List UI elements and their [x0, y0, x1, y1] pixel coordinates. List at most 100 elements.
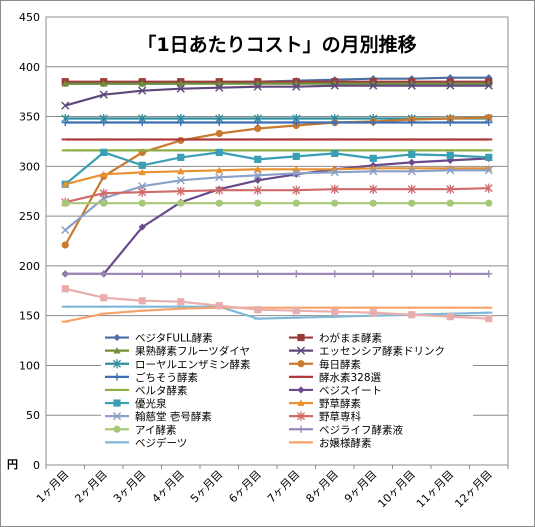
y-tick-label: 450: [19, 11, 40, 24]
data-point: [369, 270, 377, 278]
series-line: [65, 84, 489, 107]
series-11: [61, 164, 493, 188]
data-point: [99, 90, 108, 99]
data-point: [331, 118, 339, 127]
data-point: [446, 118, 454, 127]
data-point: [292, 270, 300, 278]
series-3: [61, 81, 493, 110]
data-point: [292, 307, 300, 315]
legend-label: ベジタFULL酵素: [135, 332, 213, 345]
data-point: [254, 124, 262, 133]
data-point: [369, 199, 377, 207]
legend-marker: [297, 333, 305, 342]
legend-marker: [113, 399, 121, 407]
legend-item: 野草酵素: [289, 397, 361, 410]
x-tick-label: 4ヶ月目: [149, 468, 186, 505]
data-point: [138, 223, 146, 231]
data-point: [485, 113, 493, 122]
data-point: [100, 199, 108, 207]
series-10: [61, 148, 493, 188]
data-point: [253, 82, 262, 91]
data-point: [408, 150, 416, 158]
data-point: [369, 167, 378, 176]
data-point: [484, 183, 493, 193]
data-point: [408, 199, 416, 207]
series-line: [65, 167, 489, 186]
legend-item: 優光泉: [105, 397, 167, 410]
data-point: [446, 313, 454, 321]
legend-item: ベルタ酵素: [105, 384, 188, 397]
data-point: [446, 114, 454, 123]
data-point: [407, 167, 416, 176]
series-line: [65, 306, 489, 323]
data-point: [215, 83, 224, 92]
legend-item: 野草専科: [289, 410, 361, 423]
x-tick-label: 11ヶ月目: [414, 468, 456, 510]
data-point: [215, 270, 223, 278]
data-point: [100, 170, 108, 178]
legend-item: ベジライフ酵素液: [289, 423, 403, 436]
data-point: [176, 176, 185, 185]
data-point: [61, 101, 70, 110]
data-point: [484, 81, 493, 90]
data-point: [138, 187, 147, 197]
data-point: [61, 199, 69, 207]
legend-background: [101, 329, 473, 451]
data-point: [484, 166, 493, 175]
data-point: [176, 186, 185, 196]
data-point: [446, 81, 455, 90]
data-point: [253, 171, 262, 180]
series-line: [65, 187, 489, 204]
x-tick-label: 2ヶ月目: [72, 468, 109, 505]
data-point: [61, 80, 69, 87]
legend-label: 野草酵素: [319, 397, 361, 410]
legend-label: 優光泉: [135, 397, 167, 410]
legend-label: ベジデーツ: [135, 436, 187, 449]
data-point: [138, 86, 147, 95]
data-point: [292, 152, 300, 160]
series-line: [65, 287, 489, 320]
legend-label: ベジスイート: [319, 385, 382, 397]
data-point: [177, 153, 185, 161]
legend-label: わがまま酵素: [319, 332, 382, 345]
data-point: [61, 225, 70, 235]
data-point: [177, 199, 185, 207]
x-tick-label: 9ヶ月目: [342, 468, 379, 505]
data-point: [138, 168, 146, 176]
legend-label: 毎日酵素: [319, 358, 361, 371]
data-point: [177, 118, 185, 127]
series-18: [61, 285, 493, 323]
y-tick-label: 250: [19, 210, 40, 223]
data-point: [254, 165, 262, 173]
data-point: [254, 270, 262, 278]
data-point: [138, 270, 146, 278]
data-point: [215, 118, 223, 127]
data-point: [331, 149, 339, 157]
data-point: [485, 199, 493, 207]
legend-item: ローヤルエンザミン酵素: [105, 358, 251, 371]
data-point: [330, 168, 339, 177]
data-point: [177, 270, 185, 278]
legend-label: ベジライフ酵素液: [319, 423, 403, 436]
data-point: [176, 84, 185, 93]
data-point: [446, 166, 455, 175]
x-axis: 1ヶ月目 2ヶ月目 3ヶ月目 4ヶ月目 5ヶ月目 6ヶ月目 7ヶ月目 8ヶ月目 9ヶ月目10ヶ月…: [34, 465, 509, 510]
data-point: [61, 241, 69, 249]
data-point: [369, 309, 377, 317]
plot-area-border: [45, 16, 509, 466]
legend-label: ローヤルエンザミン酵素: [135, 358, 251, 371]
data-point: [215, 129, 223, 138]
data-point: [100, 80, 108, 87]
legend-marker: [113, 425, 121, 433]
legend-item: ベジスイート: [289, 385, 382, 397]
data-point: [138, 182, 147, 191]
legend-item: 毎日酵素: [289, 358, 361, 371]
data-point: [254, 155, 262, 163]
data-point: [485, 315, 493, 323]
legend-label: エッセンシア酵素ドリンク: [319, 345, 445, 358]
data-point: [61, 285, 69, 293]
data-point: [485, 118, 493, 127]
data-point: [61, 180, 69, 188]
data-point: [330, 81, 339, 90]
